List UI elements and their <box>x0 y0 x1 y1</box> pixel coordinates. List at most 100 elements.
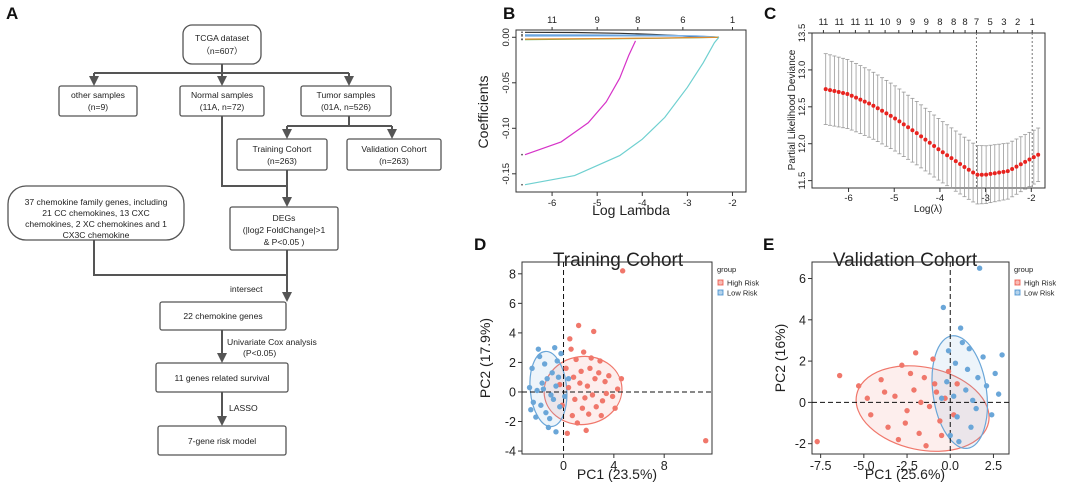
d-point-high-risk <box>603 390 610 397</box>
c-mean-point <box>823 87 828 92</box>
e-point-high-risk <box>836 372 843 379</box>
e-point-high-risk <box>885 424 891 430</box>
e-point-low-risk <box>954 414 960 420</box>
box-tumor-line2: (01A, n=526) <box>321 102 371 112</box>
e-point-high-risk <box>916 430 922 437</box>
c-toptick-label: 8 <box>962 17 967 28</box>
c-mean-point <box>901 122 906 127</box>
c-mean-point <box>940 150 945 155</box>
b-xtick-label: -3 <box>683 198 691 209</box>
c-mean-point <box>914 131 919 136</box>
c-mean-point <box>906 125 911 130</box>
c-mean-point <box>858 97 863 102</box>
c-mean-point <box>884 111 889 116</box>
d-point-high-risk <box>597 358 603 364</box>
c-mean-point <box>1027 157 1032 162</box>
box-22genes-text: 22 chemokine genes <box>183 311 262 321</box>
panel-e-ylabel: PC2 (16%) <box>772 324 788 392</box>
d-point-low-risk <box>545 424 552 431</box>
e-point-high-risk <box>911 387 917 393</box>
panel-letter-b: B <box>503 4 515 23</box>
d-point-high-risk <box>609 393 616 400</box>
e-point-low-risk <box>966 346 972 352</box>
d-point-low-risk <box>529 365 535 372</box>
d-point-low-risk <box>528 406 534 413</box>
c-mean-point <box>966 167 971 172</box>
e-point-high-risk <box>895 436 902 443</box>
e-point-high-risk <box>899 362 905 368</box>
d-point-high-risk <box>563 365 569 372</box>
box-11-genes: 11 genes related survival <box>155 362 289 393</box>
c-mean-point <box>945 153 950 158</box>
d-point-high-risk <box>568 346 574 352</box>
box-normal-line2: (11A, n=72) <box>200 102 245 112</box>
c-mean-point <box>875 106 880 111</box>
d-point-high-risk <box>572 396 578 403</box>
d-point-high-risk <box>567 336 573 342</box>
box-training-line1: Training Cohort <box>253 144 313 154</box>
e-point-low-risk <box>975 374 981 381</box>
e-ytick-label: 0 <box>799 396 806 410</box>
c-mean-point <box>958 162 963 167</box>
d-point-low-risk <box>543 409 549 416</box>
d-point-high-risk <box>588 355 594 361</box>
e-point-low-risk <box>959 339 966 346</box>
box-training-line2: (n=263) <box>267 156 297 166</box>
c-mean-point <box>1036 152 1041 157</box>
coef-start-marker-gene1 <box>521 31 523 34</box>
b-xtick-label: -5 <box>593 198 601 209</box>
flowchart-connectors <box>89 64 397 426</box>
e-point-low-risk <box>944 379 950 385</box>
e-point-high-risk <box>907 370 914 377</box>
c-toptick-label: 3 <box>1001 17 1006 28</box>
c-toptick-label: 11 <box>850 17 860 28</box>
e-point-low-risk <box>963 387 969 393</box>
d-point-low-risk <box>562 393 568 400</box>
c-mean-point <box>971 170 976 175</box>
c-toptick-label: 1 <box>1030 17 1035 28</box>
coef-start-marker-gene7 <box>521 153 523 156</box>
e-legend-title: group <box>1014 265 1033 274</box>
label-lasso: LASSO <box>229 403 258 413</box>
e-xtick-label: 2.5 <box>985 459 1002 473</box>
d-point-high-risk <box>602 378 608 385</box>
e-point-high-risk <box>814 438 820 445</box>
b-xtick-label: -2 <box>728 198 736 209</box>
panel-letter-a: A <box>6 4 18 23</box>
d-point-high-risk <box>570 374 577 380</box>
d-point-high-risk <box>582 395 588 401</box>
box-training-cohort: Training Cohort (n=263) <box>236 138 328 171</box>
c-mean-point <box>880 108 885 113</box>
d-point-low-risk <box>526 384 533 391</box>
e-point-high-risk <box>855 383 862 389</box>
d-legend-label: High Risk <box>727 279 759 288</box>
e-point-high-risk <box>864 395 870 401</box>
box-normal-samples: Normal samples (11A, n=72) <box>179 85 265 117</box>
d-point-low-risk <box>535 346 542 352</box>
d-point-high-risk <box>585 411 592 417</box>
e-point-high-risk <box>868 412 874 418</box>
d-point-low-risk <box>534 387 540 394</box>
e-ytick-label: 2 <box>799 355 806 369</box>
d-ytick-label: 6 <box>509 297 516 311</box>
e-xtick-label: -7.5 <box>810 459 832 473</box>
e-point-low-risk <box>983 383 990 389</box>
coef-start-marker-gene5 <box>521 38 523 41</box>
c-mean-point <box>1023 159 1028 164</box>
box-22-chemokine-genes: 22 chemokine genes <box>159 301 287 331</box>
c-ytick-label: 12.5 <box>797 98 808 117</box>
b-ytick-label: 0.00 <box>501 28 512 47</box>
d-point-high-risk <box>612 405 618 411</box>
box-chemokine-family: 37 chemokine family genes, including 21 … <box>7 185 185 241</box>
d-point-high-risk <box>618 375 625 382</box>
d-point-high-risk <box>619 268 626 274</box>
panel-d-frame <box>521 261 713 455</box>
box-validation-cohort: Validation Cohort (n=263) <box>346 138 442 171</box>
e-point-high-risk <box>921 374 928 381</box>
coef-start-marker-gene6 <box>521 183 523 186</box>
c-mean-point <box>910 128 915 133</box>
d-point-high-risk <box>587 365 593 372</box>
e-point-low-risk <box>992 370 998 377</box>
box-degs: DEGs (|log2 FoldChange|>1 & P<0.05 ) <box>229 206 339 251</box>
panel-b-frame <box>515 29 747 193</box>
